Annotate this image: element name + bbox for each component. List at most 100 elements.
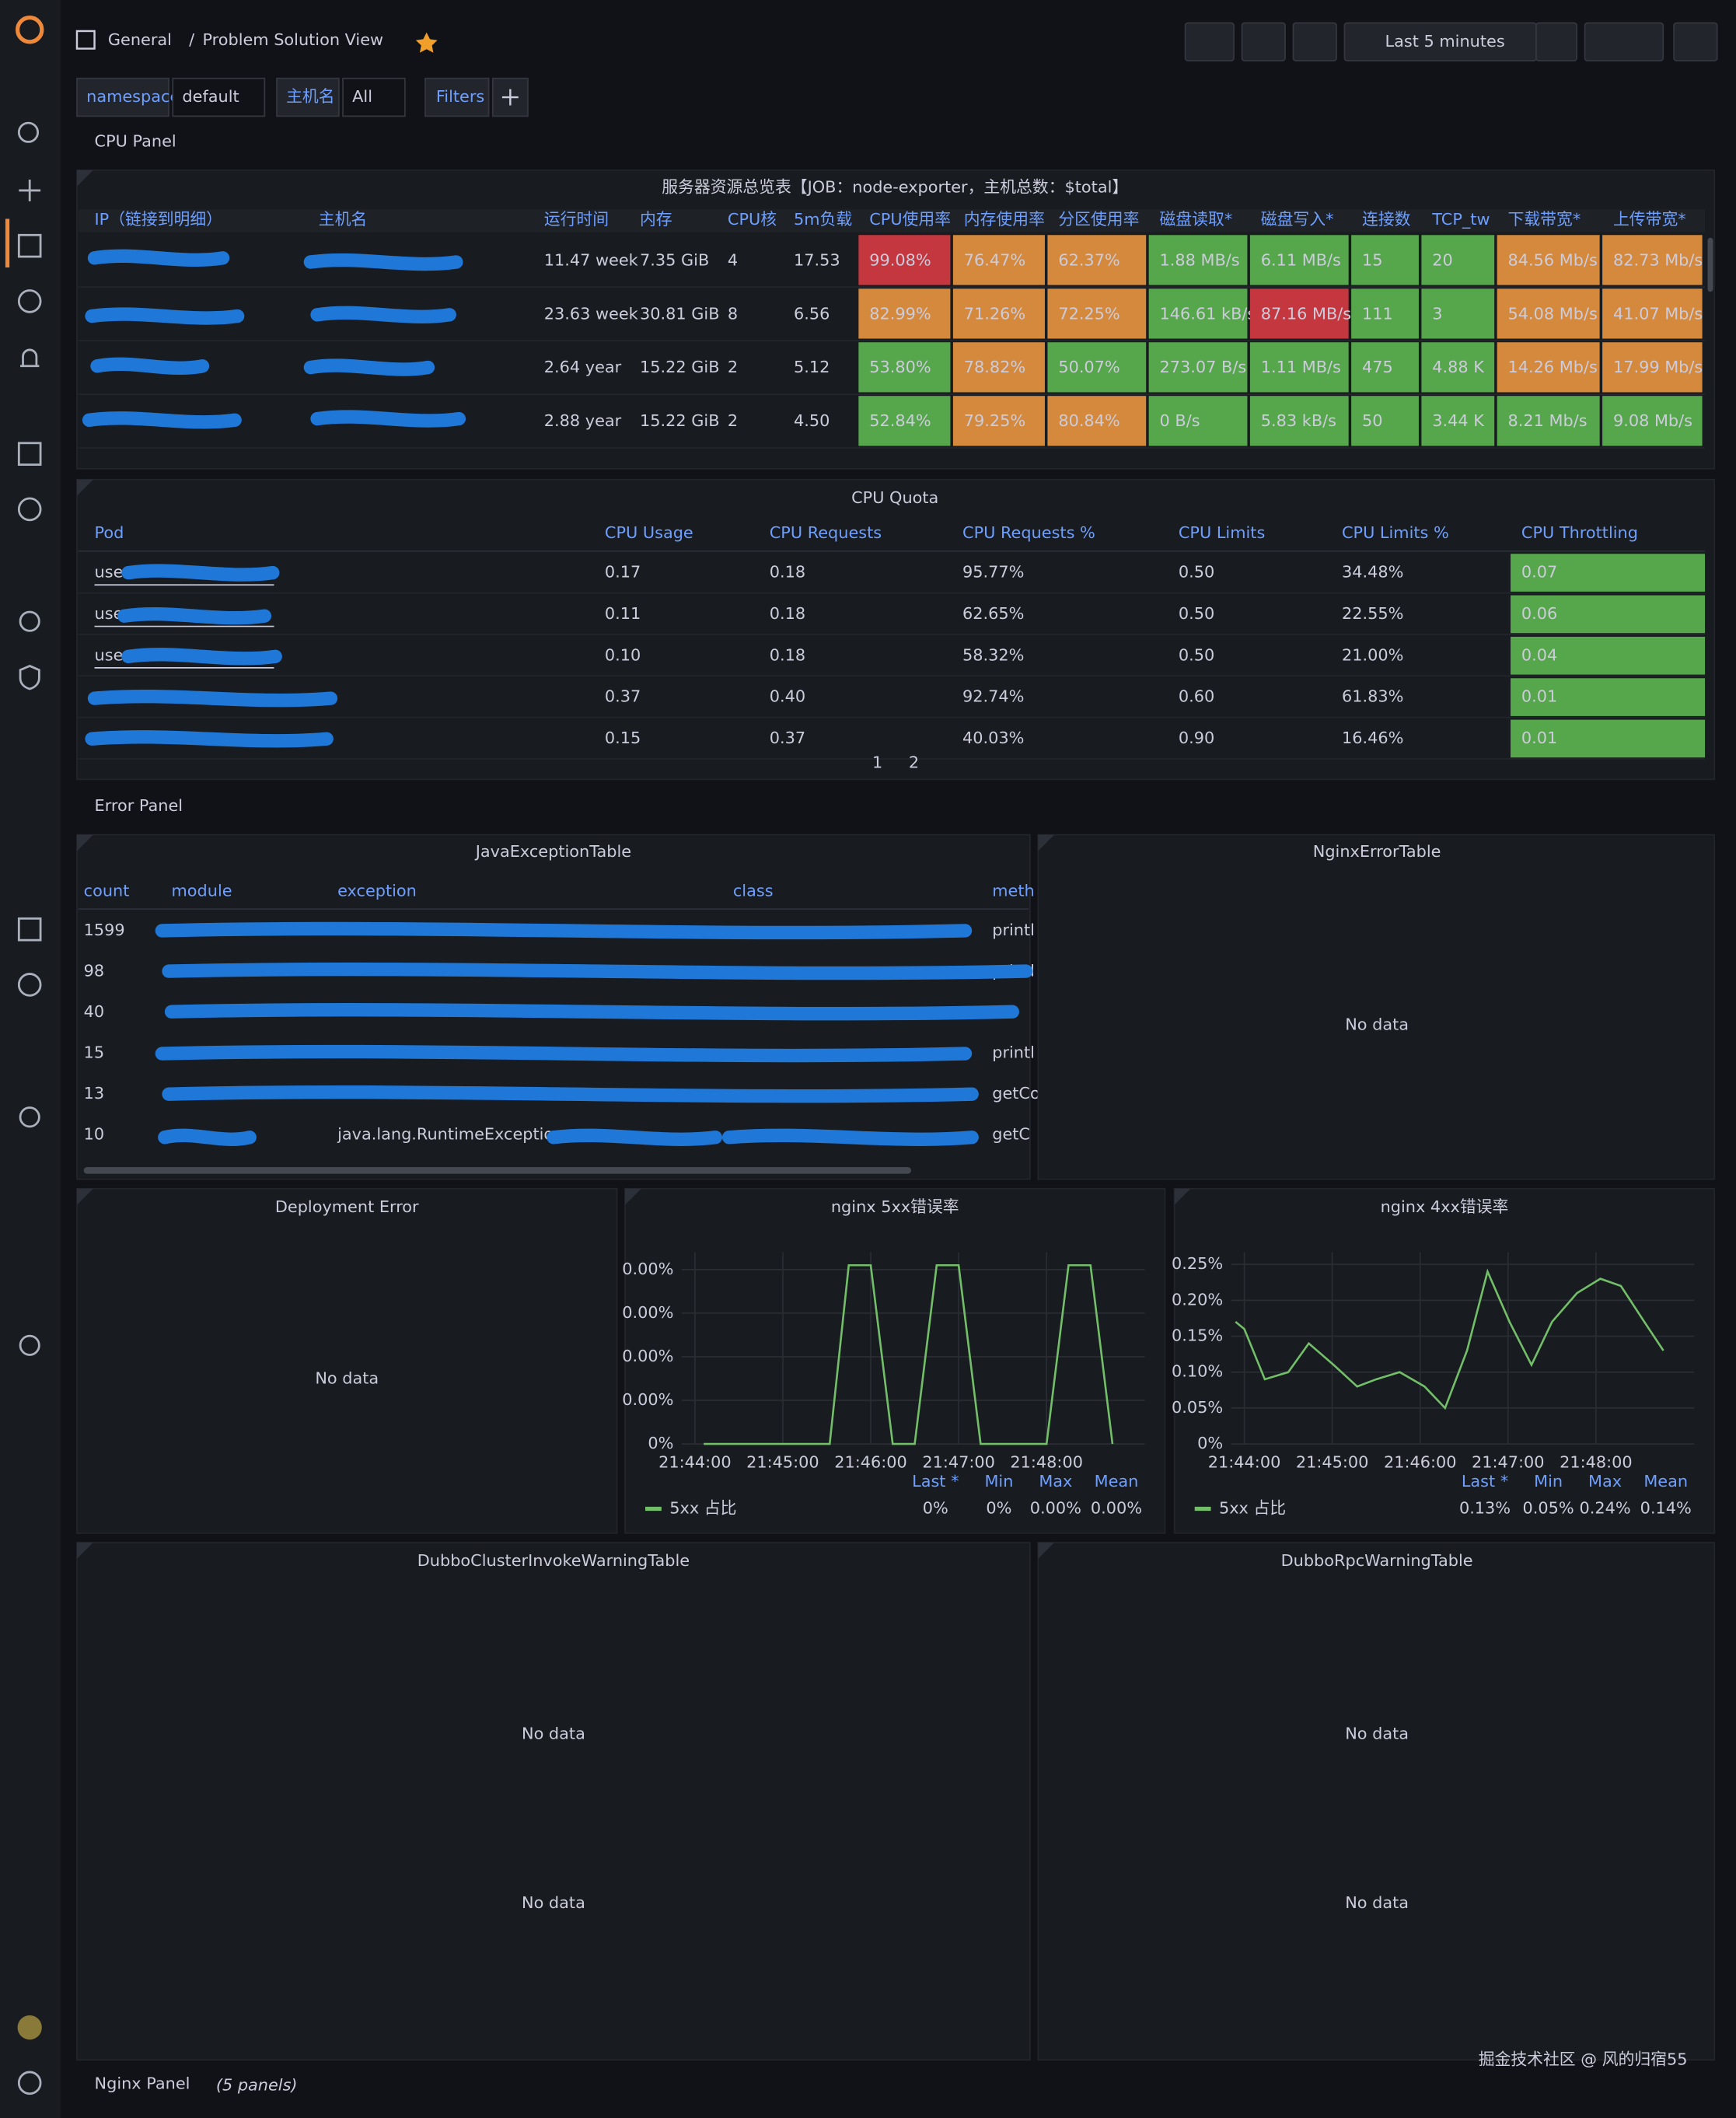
colored-cell: [1497, 288, 1600, 339]
table-cell: 2: [728, 358, 738, 376]
redaction: [121, 648, 282, 666]
alert-icon[interactable]: [20, 348, 40, 368]
filters-box[interactable]: [424, 77, 490, 117]
panel-title: CPU Quota: [851, 488, 938, 507]
table-cell: 15: [1362, 250, 1383, 269]
redaction: [87, 249, 230, 267]
tv-mode-button[interactable]: [1673, 22, 1718, 62]
variable-select[interactable]: [172, 77, 266, 117]
breadcrumb[interactable]: General: [108, 30, 172, 49]
explore-icon[interactable]: [17, 289, 42, 313]
table-cell: 4: [728, 250, 738, 269]
variable-select[interactable]: [342, 77, 406, 117]
dashboards-icon[interactable]: [17, 442, 42, 467]
shield-icon[interactable]: [19, 664, 40, 690]
settings-icon[interactable]: [19, 610, 40, 632]
page-link[interactable]: 2: [909, 753, 919, 772]
table-cell: 1.11 MB/s: [1261, 358, 1341, 376]
column-header: Pod: [95, 523, 124, 542]
table-cell: 79.25%: [964, 411, 1025, 430]
redaction: [158, 1128, 257, 1146]
table-cell: 146.61 kB/s: [1160, 304, 1256, 323]
explore-icon[interactable]: [17, 973, 42, 997]
colored-cell: [1421, 235, 1495, 285]
table-cell: 80.84%: [1058, 411, 1119, 430]
column-header: 磁盘读取*: [1160, 210, 1233, 229]
column-header: meth: [992, 882, 1034, 900]
colored-cell: [1148, 342, 1248, 393]
table-cell: 111: [1362, 304, 1393, 323]
help-icon[interactable]: [17, 2071, 42, 2095]
table-cell: 17.99 Mb/s: [1613, 358, 1703, 376]
table-cell: 2: [728, 411, 738, 430]
grafana-logo[interactable]: [15, 15, 44, 44]
search-icon[interactable]: [17, 121, 40, 143]
watermark: 掘金技术社区 @ 风的归宿55: [1479, 2050, 1688, 2068]
legend-stat-header: Min: [984, 1472, 1013, 1491]
panel-title: NginxErrorTable: [1313, 842, 1441, 861]
redaction: [117, 606, 272, 625]
grid-icon: [75, 30, 96, 50]
settings-icon[interactable]: [19, 1106, 40, 1128]
colored-cell: [1148, 396, 1248, 446]
settings-button[interactable]: [1292, 22, 1337, 62]
table-cell: 7.35 GiB: [640, 250, 709, 269]
panel-info-corner: [76, 834, 93, 851]
star-icon[interactable]: [415, 32, 438, 53]
table-cell: 82.73 Mb/s: [1613, 250, 1703, 269]
table-cell: 71.26%: [964, 304, 1025, 323]
add-filter-button[interactable]: [491, 77, 529, 117]
table-cell: 98: [84, 961, 105, 980]
sidebar-icons: [17, 121, 42, 2095]
table-cell: getCo: [992, 1084, 1039, 1103]
zoom-out-button[interactable]: [1535, 22, 1577, 62]
page-link[interactable]: 1: [872, 753, 882, 772]
table-cell: 0.37: [770, 729, 805, 747]
table-cell: 0.17: [605, 563, 641, 582]
create-icon[interactable]: [19, 180, 41, 201]
panel-title: Deployment Error: [275, 1197, 419, 1216]
table-cell: 5.12: [794, 358, 830, 376]
colored-cell: [1421, 288, 1495, 339]
column-header: CPU Requests: [770, 523, 882, 542]
no-data: No data: [1345, 1015, 1409, 1034]
legend-stat-value: 0.00%: [1030, 1498, 1081, 1517]
panel: [1037, 1542, 1716, 2061]
legend-stat-value: 0.24%: [1579, 1498, 1630, 1517]
panel-title: 服务器资源总览表【JOB：node-exporter，主机总数：$total】: [662, 177, 1128, 196]
avatar[interactable]: [17, 2015, 42, 2040]
variable-label-box: [276, 77, 340, 117]
panel-info-corner: [76, 479, 93, 496]
colored-cell: [1602, 342, 1703, 393]
active-indicator: [5, 218, 10, 267]
panel-info-corner: [1038, 834, 1055, 851]
series-line: [1235, 1268, 1664, 1410]
dashboards-icon[interactable]: [17, 233, 42, 258]
panel: [624, 1187, 1166, 1534]
y-tick-label: 0.05%: [1172, 1398, 1223, 1417]
redaction: [162, 962, 1033, 980]
y-tick-label: 0.20%: [1172, 1290, 1223, 1309]
table-cell: 0.37: [605, 687, 641, 706]
table-cell: 61.83%: [1342, 687, 1403, 706]
time-range[interactable]: Last 5 minutes: [1385, 32, 1505, 51]
settings-icon[interactable]: [19, 1334, 40, 1356]
column-header: 连接数: [1362, 210, 1411, 229]
legend-stat-header: Last *: [1462, 1472, 1508, 1491]
colored-cell: [1249, 396, 1349, 446]
add-panel-button[interactable]: [1184, 22, 1235, 62]
dashboards-icon[interactable]: [17, 917, 42, 942]
panel-title: JavaExceptionTable: [474, 842, 631, 861]
column-header: CPU Limits %: [1342, 523, 1449, 542]
save-button[interactable]: [1241, 22, 1286, 62]
table-cell: 0.01: [1521, 729, 1557, 747]
table-cell: 40: [84, 1002, 105, 1021]
table-cell: 10: [84, 1124, 105, 1143]
variable-label: 主机名: [286, 87, 334, 106]
redaction: [90, 357, 210, 375]
legend-stat-header: Max: [1588, 1472, 1622, 1491]
explore-icon[interactable]: [17, 497, 42, 522]
refresh-button[interactable]: [1584, 22, 1664, 62]
redaction: [85, 307, 245, 325]
